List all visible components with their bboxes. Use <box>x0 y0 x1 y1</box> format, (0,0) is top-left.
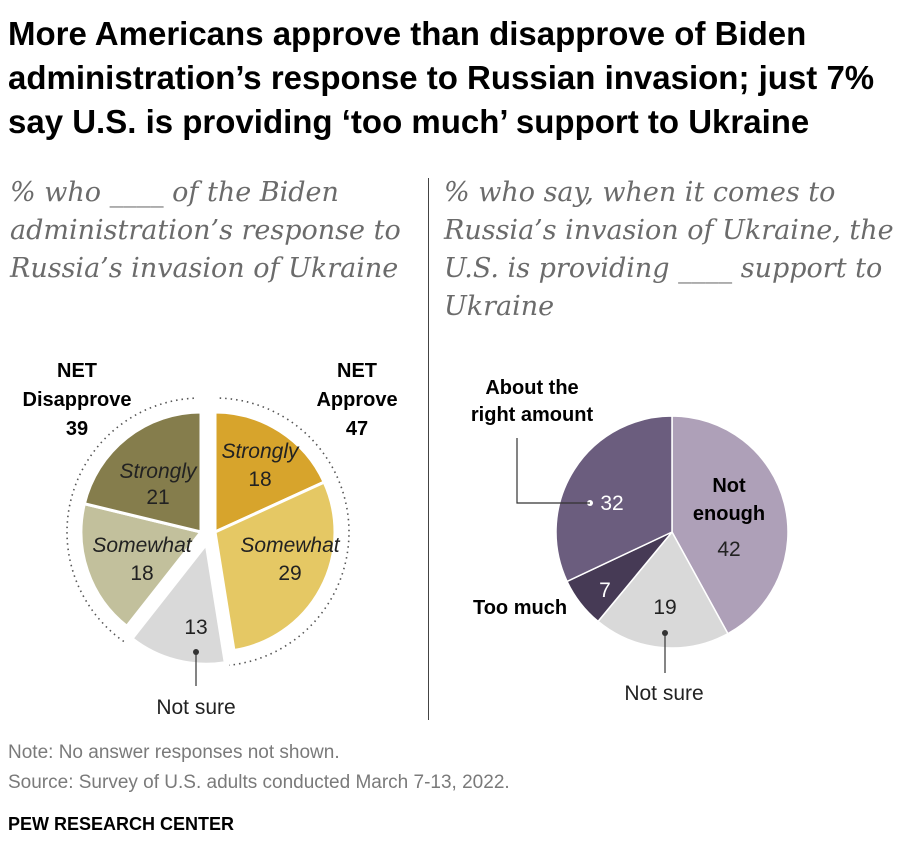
slice-disapprove-somewhat <box>79 501 204 629</box>
label-approve-strongly: Strongly <box>221 440 300 463</box>
value-not-sure-left: 13 <box>184 616 207 639</box>
label-not-enough-line2: enough <box>693 503 765 525</box>
value-about-right: 32 <box>600 492 623 515</box>
left-chart-subtitle: % who ____ of the Biden administration’s… <box>10 177 401 284</box>
label-disapprove-somewhat: Somewhat <box>92 534 192 557</box>
label-not-sure-left: Not sure <box>156 696 235 719</box>
label-too-much: Too much <box>473 597 567 619</box>
label-about-right-line1: About the <box>485 377 578 399</box>
value-approve-somewhat: 29 <box>278 562 301 585</box>
slice-about-right <box>555 415 673 583</box>
label-about-right-line2: right amount <box>471 404 594 426</box>
value-not-enough: 42 <box>717 538 740 561</box>
chart-title: More Americans approve than disapprove o… <box>8 15 875 140</box>
about-right-leader <box>516 438 590 504</box>
note-text: Note: No answer responses not shown. <box>8 742 340 763</box>
slice-approve-strongly <box>213 410 327 535</box>
label-approve-somewhat: Somewhat <box>240 534 340 557</box>
net-approve-line2: Approve <box>316 389 397 411</box>
slice-not-sure <box>129 540 227 666</box>
net-disapprove-line2: Disapprove <box>23 389 132 411</box>
label-disapprove-strongly: Strongly <box>119 460 198 483</box>
right-chart-subtitle: % who say, when it comes to Russia’s inv… <box>444 177 894 322</box>
value-disapprove-somewhat: 18 <box>130 562 153 585</box>
slice-not-enough <box>671 415 789 635</box>
value-approve-strongly: 18 <box>248 468 271 491</box>
net-disapprove-value: 39 <box>66 418 88 440</box>
source-text: Source: Survey of U.S. adults conducted … <box>8 772 510 793</box>
label-not-sure-right: Not sure <box>624 682 703 705</box>
slice-approve-somewhat <box>213 480 337 653</box>
value-disapprove-strongly: 21 <box>146 486 169 509</box>
approve-group-arc <box>219 397 350 667</box>
label-not-enough-line1: Not <box>712 475 746 497</box>
brand-logo-text: PEW RESEARCH CENTER <box>8 814 235 834</box>
value-not-sure-right: 19 <box>653 596 676 619</box>
net-approve-value: 47 <box>346 418 368 440</box>
panel-divider <box>428 178 429 720</box>
net-approve-line1: NET <box>337 360 377 382</box>
value-too-much: 7 <box>599 579 611 602</box>
slice-not-sure-right <box>597 530 729 649</box>
slice-disapprove-strongly <box>82 410 203 534</box>
net-disapprove-line1: NET <box>57 360 97 382</box>
